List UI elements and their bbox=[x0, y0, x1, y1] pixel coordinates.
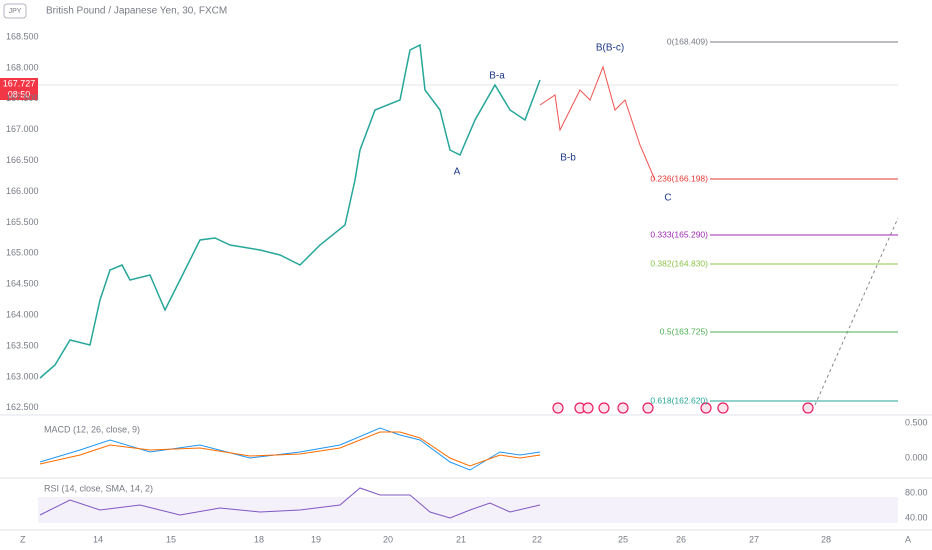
currency-badge bbox=[3, 3, 27, 19]
price-axis-label: 165.000 bbox=[6, 248, 39, 258]
price-axis-label: 166.000 bbox=[6, 186, 39, 196]
price-axis-label: 167.000 bbox=[6, 124, 39, 134]
wave-label: B-a bbox=[489, 71, 505, 82]
wave-label: B(B-c) bbox=[596, 43, 624, 54]
macd-label: MACD (12, 26, close, 9) bbox=[44, 424, 140, 434]
time-axis-label: 15 bbox=[166, 534, 176, 544]
wave-label: C bbox=[664, 193, 671, 204]
rsi-line bbox=[39, 487, 541, 519]
price-axis-label: 168.500 bbox=[6, 31, 39, 41]
wave-label: B-b bbox=[560, 153, 576, 164]
currency: JPY bbox=[9, 8, 22, 15]
price-axis-label: 164.000 bbox=[6, 309, 39, 319]
price-axis-label: 166.500 bbox=[6, 155, 39, 165]
corner-label: Z bbox=[20, 534, 26, 544]
price-axis-label: 167.500 bbox=[6, 93, 39, 103]
time-axis-label: 25 bbox=[618, 534, 628, 544]
price-axis-label: 165.500 bbox=[6, 217, 39, 227]
current-price-box bbox=[0, 78, 38, 100]
price-axis-label: 163.000 bbox=[6, 371, 39, 381]
fib-label: 0.618(162.620) bbox=[650, 395, 708, 405]
price-axis-label: 168.000 bbox=[6, 62, 39, 72]
fib-label: 0.382(164.830) bbox=[650, 258, 708, 268]
time-axis-label: 26 bbox=[676, 534, 686, 544]
time-axis-label: 14 bbox=[93, 534, 103, 544]
fib-label: 0(168.409) bbox=[667, 36, 708, 46]
wave-label: A bbox=[454, 167, 461, 178]
rsi-band bbox=[38, 497, 898, 523]
price-axis-label: 163.500 bbox=[6, 340, 39, 350]
time-axis-label: 28 bbox=[821, 534, 831, 544]
corner-label: A bbox=[905, 534, 911, 544]
rsi-axis-label: 40.00 bbox=[905, 512, 928, 522]
price-axis-label: 164.500 bbox=[6, 279, 39, 289]
rsi-label: RSI (14, close, SMA, 14, 2) bbox=[44, 483, 153, 493]
time-axis-label: 21 bbox=[456, 534, 466, 544]
rsi-axis-label: 80.00 bbox=[905, 487, 928, 497]
time-axis-label: 27 bbox=[749, 534, 759, 544]
fib-label: 0.5(163.725) bbox=[660, 326, 708, 336]
time-axis-label: 22 bbox=[532, 534, 542, 544]
time-axis-label: 20 bbox=[383, 534, 393, 544]
fib-label: 0.333(165.290) bbox=[650, 229, 708, 239]
fib-label: 0.236(166.198) bbox=[650, 173, 708, 183]
time-axis-label: 19 bbox=[311, 534, 321, 544]
price-axis-label: 162.500 bbox=[6, 402, 39, 412]
trend-line bbox=[814, 217, 899, 406]
time-axis-label: 18 bbox=[254, 534, 264, 544]
countdown: 08:50 bbox=[8, 89, 31, 99]
signal-line bbox=[39, 431, 541, 467]
current-price: 167.727 bbox=[3, 78, 36, 88]
macd-axis-label: 0.000 bbox=[905, 452, 928, 462]
event-icons bbox=[552, 402, 814, 414]
projection-path bbox=[539, 65, 656, 181]
symbol-title: British Pound / Japanese Yen, 30, FXCM bbox=[46, 6, 227, 17]
macd-axis-label: 0.500 bbox=[905, 417, 928, 427]
price-path bbox=[39, 43, 541, 379]
